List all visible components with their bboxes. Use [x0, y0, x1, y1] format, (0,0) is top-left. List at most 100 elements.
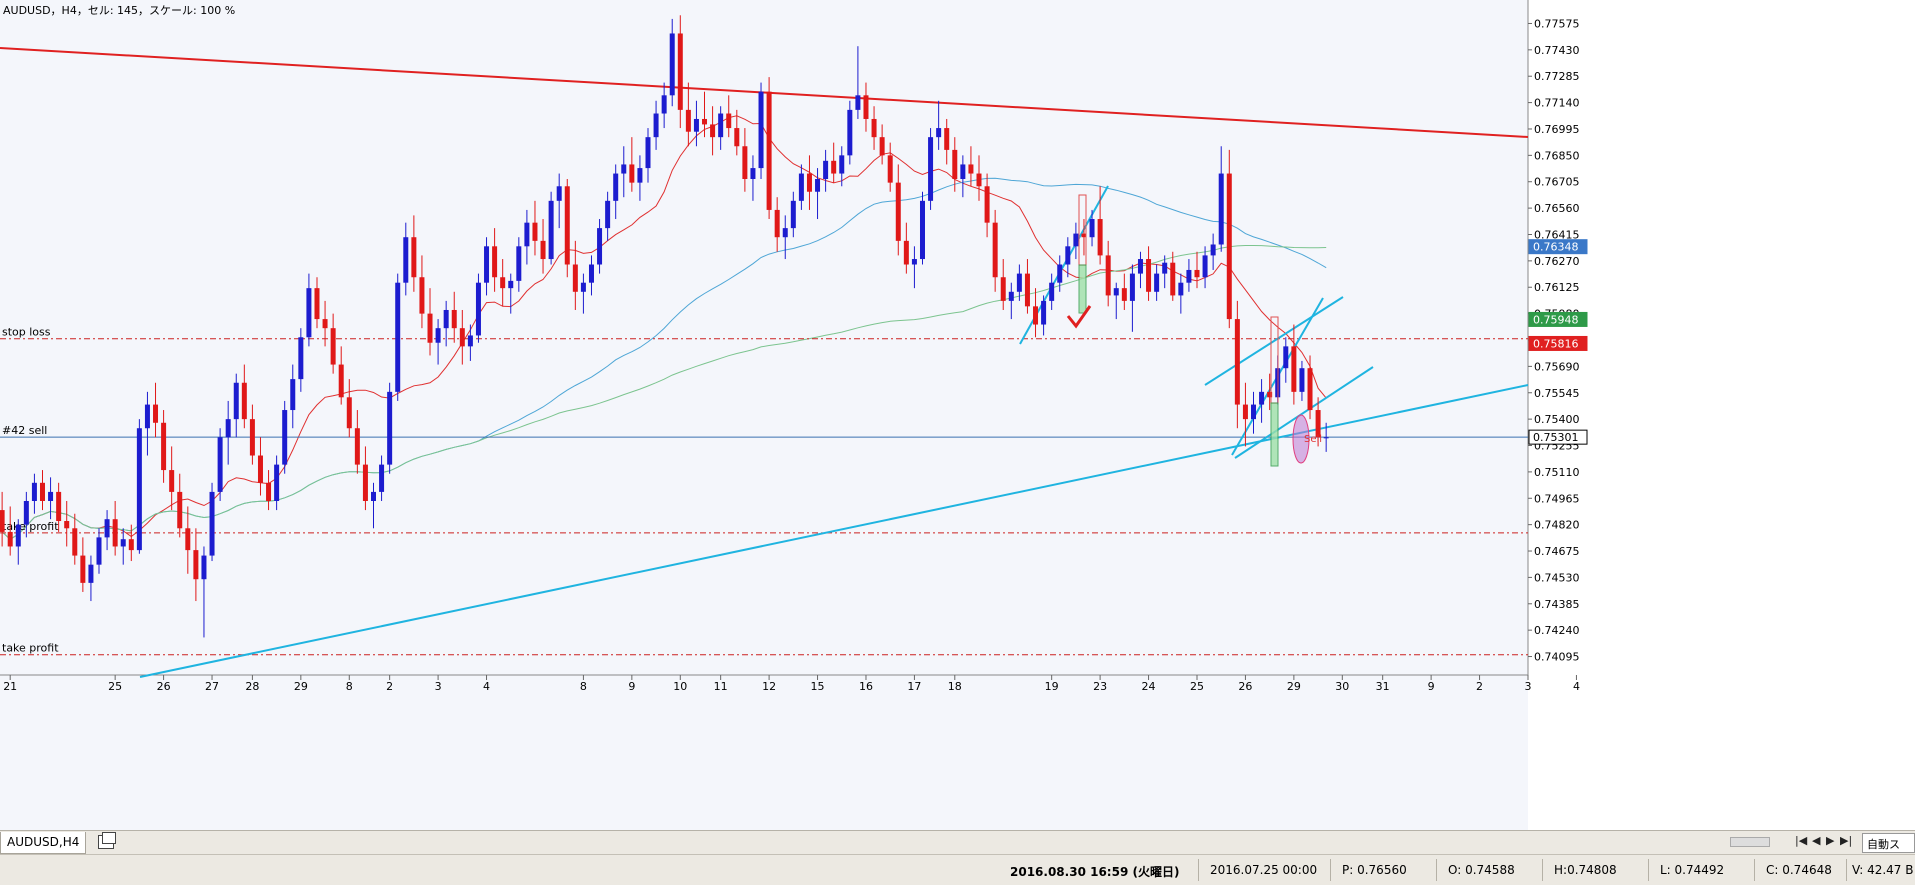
y-tick-label: 0.74675 [1534, 545, 1580, 558]
candle-body [1178, 282, 1184, 296]
candle-body [871, 118, 877, 138]
status-close: C: 0.74648 [1766, 863, 1832, 877]
candle-body [944, 128, 950, 150]
status-datetime: 2016.08.30 16:59 (火曜日) [1010, 865, 1180, 879]
scroll-left-icon[interactable]: ◀ [1812, 834, 1821, 847]
candle-body [23, 500, 29, 525]
sell-marker-ellipse [1292, 414, 1310, 464]
chart-area[interactable]: 0.77575 0.77430 0.77285 0.77140 0.76995 0.768… [0, 0, 1915, 830]
candle-body [653, 113, 659, 138]
candle-body [120, 539, 126, 547]
windows-icon[interactable] [98, 832, 116, 849]
candle-body [298, 337, 304, 380]
candle-body [338, 364, 344, 398]
x-tick-label: 16 [859, 680, 873, 693]
status-open: O: 0.74588 [1448, 863, 1515, 877]
candle-body [782, 228, 788, 238]
auto-scroll-button[interactable]: 自動スー [1862, 833, 1915, 867]
status-bar-date: 2016.07.25 00:00 [1210, 863, 1318, 877]
x-tick-label: 26 [1238, 680, 1252, 693]
candle-body [556, 186, 562, 201]
candle-body [419, 277, 425, 314]
candle-body [1283, 346, 1289, 369]
candle-body [798, 173, 804, 201]
candle-body [613, 173, 619, 201]
candle-body [734, 128, 740, 147]
candle-body [952, 149, 958, 180]
plot-background [0, 0, 1528, 675]
candle-body [1202, 255, 1208, 278]
candle-body [1154, 273, 1160, 292]
candle-body [702, 118, 708, 125]
candle-body [669, 33, 675, 96]
candle-body [39, 482, 45, 501]
y-tick-label: 0.74965 [1534, 492, 1580, 505]
status-bar: 2016.08.30 16:59 (火曜日) 2016.07.25 00:00 … [0, 854, 1915, 885]
candle-body [1033, 306, 1039, 325]
price-badge-red [1528, 335, 1588, 351]
y-tick-label: 0.75545 [1534, 387, 1580, 400]
candle-body [629, 164, 635, 183]
candle-body [524, 222, 530, 247]
check-mark-icon [1066, 305, 1092, 329]
candle-body [693, 118, 699, 132]
price-badge-blue [1528, 239, 1588, 255]
scroll-start-icon[interactable]: |◀ [1795, 834, 1808, 847]
candle-body [136, 428, 142, 551]
candle-body [1315, 410, 1321, 438]
scroll-end-icon[interactable]: ▶| [1840, 834, 1853, 847]
price-badge-blue-label: 0.76348 [1533, 241, 1579, 254]
candle-body [1226, 173, 1232, 320]
candle-body [1024, 273, 1030, 307]
y-tick-label: 0.77575 [1534, 17, 1580, 30]
candle-body [1259, 391, 1265, 405]
candle-body [1162, 262, 1168, 274]
x-tick-label: 17 [907, 680, 921, 693]
candle-body [467, 335, 473, 347]
scroll-right-icon[interactable]: ▶ [1826, 834, 1835, 847]
candle-body [371, 491, 377, 501]
price-chart[interactable]: 0.77575 0.77430 0.77285 0.77140 0.76995 0.768… [0, 0, 1915, 830]
y-tick-label: 0.75400 [1534, 413, 1580, 426]
horizontal-scrollbar[interactable] [1730, 837, 1770, 847]
candle-body [1218, 173, 1224, 245]
candle-body [742, 146, 748, 180]
take-profit-2-label: take profit [2, 642, 59, 655]
candle-body [532, 222, 538, 241]
highlight-box-green-1 [1078, 264, 1087, 314]
candle-body [241, 382, 247, 420]
candle-body [15, 524, 21, 547]
candle-body [984, 186, 990, 223]
y-tick-label: 0.74385 [1534, 598, 1580, 611]
candle-body [459, 328, 465, 347]
candle-body [1105, 255, 1111, 296]
candle-body [831, 160, 837, 174]
candle-body [161, 422, 167, 471]
candle-body [605, 200, 611, 229]
candle-body [290, 379, 296, 411]
candle-body [1081, 233, 1087, 238]
candle-body [112, 519, 118, 547]
candle-body [1041, 300, 1047, 325]
x-tick-label: 25 [108, 680, 122, 693]
candle-body [484, 246, 490, 283]
candle-body [1170, 262, 1176, 296]
x-tick-label: 31 [1376, 680, 1390, 693]
y-tick-label: 0.76415 [1534, 228, 1580, 241]
candle-body [104, 519, 110, 538]
candle-body [306, 288, 312, 338]
candle-body [1065, 246, 1071, 265]
tab-audusd-h4[interactable]: AUDUSD,H4 [0, 832, 87, 854]
candle-body [572, 264, 578, 292]
candle-body [766, 91, 772, 210]
y-tick-label: 0.74530 [1534, 571, 1580, 584]
candle-body [863, 95, 869, 119]
ma-red [1, 115, 1327, 540]
x-tick-label: 29 [294, 680, 308, 693]
y-tick-label: 0.74820 [1534, 519, 1580, 532]
candle-body [580, 282, 586, 292]
candle-body [823, 160, 829, 180]
x-tick-label: 27 [205, 680, 219, 693]
candle-body [31, 482, 37, 501]
